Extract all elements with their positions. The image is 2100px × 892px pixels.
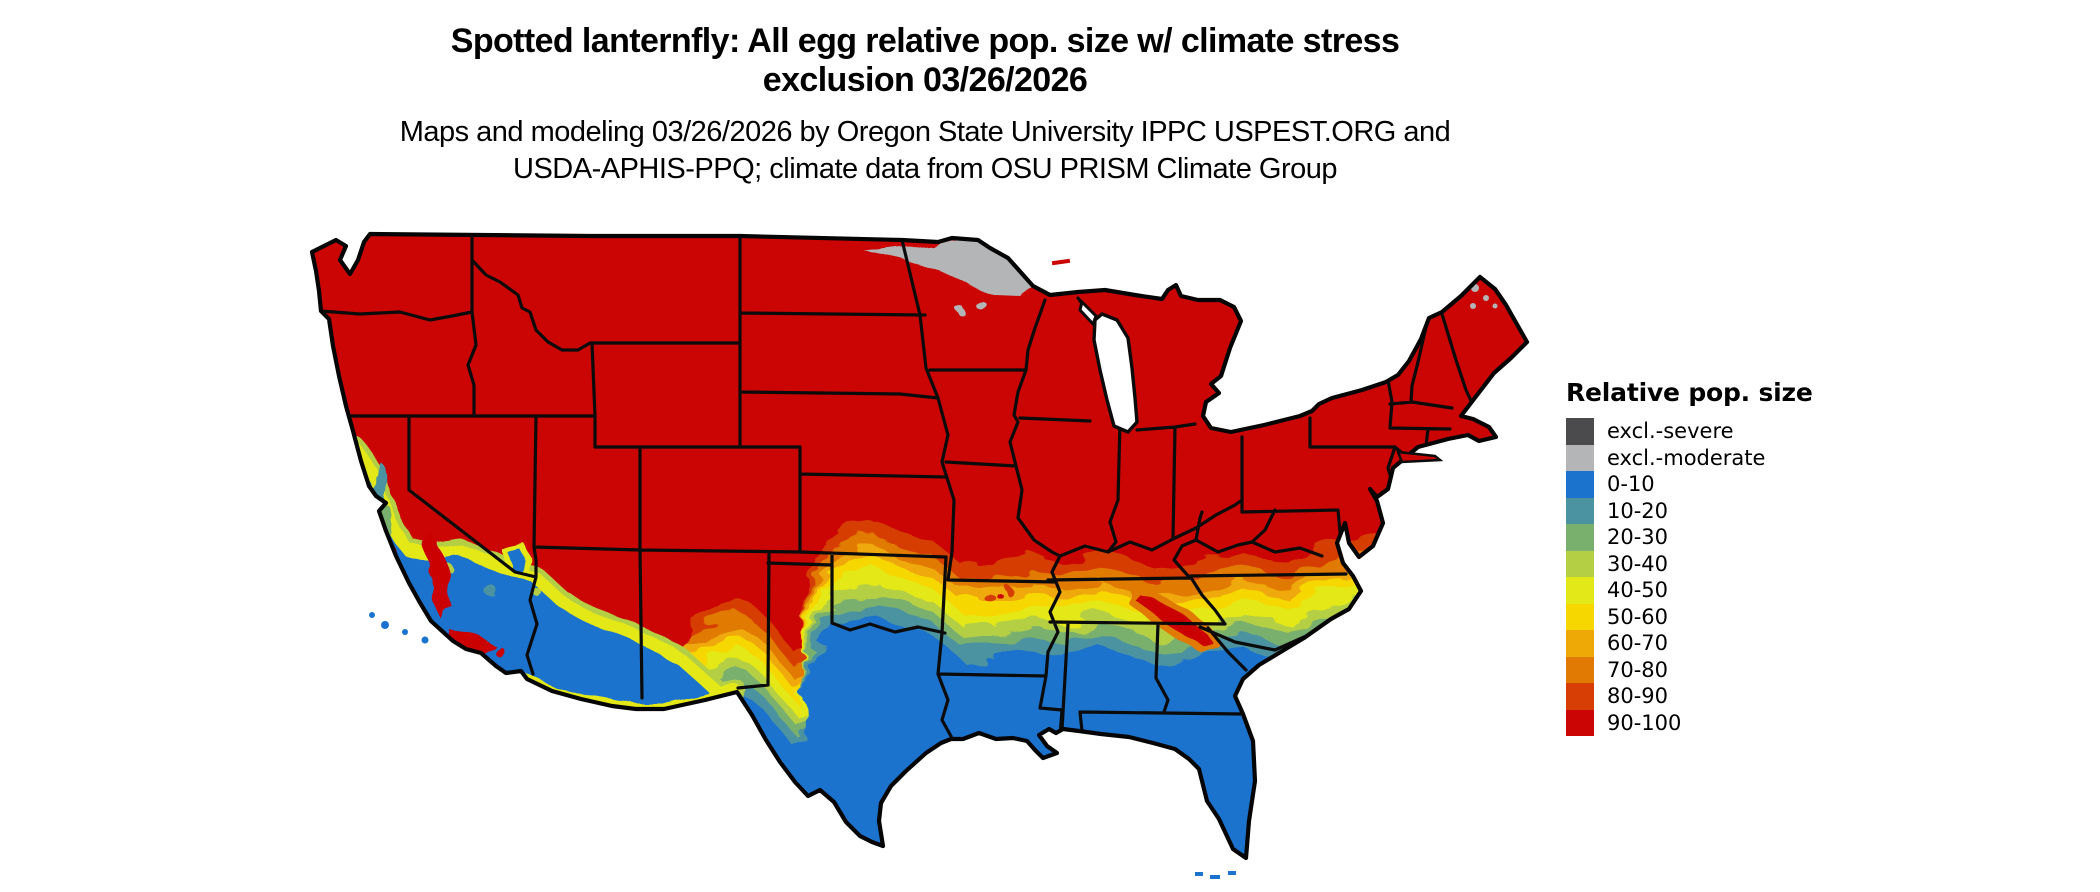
legend-items: excl.-severe excl.-moderate 0-10 10-20 20-30… (1566, 418, 1813, 736)
speckle (723, 756, 731, 764)
map-subtitle-line2: USDA-APHIS-PPQ; climate data from OSU PR… (513, 153, 1338, 185)
legend-item: 90-100 (1566, 709, 1813, 736)
transverse-ranges-red (448, 630, 495, 655)
gray-speck (956, 306, 964, 314)
socal-red-dot (495, 647, 505, 657)
legend-label: excl.-moderate (1607, 445, 1766, 470)
west-texas-speckles (706, 704, 746, 764)
legend-label: 60-70 (1607, 631, 1669, 656)
channel-island (421, 636, 429, 644)
foothill-green-dot2 (536, 591, 544, 599)
legend-label: 90-100 (1607, 710, 1682, 735)
gray-speck (975, 299, 985, 309)
legend-label: 20-30 (1607, 525, 1669, 550)
legend-swatch-excl.-severe (1566, 418, 1594, 445)
legend-label: 10-20 (1607, 498, 1669, 523)
legend-item: 60-70 (1566, 630, 1813, 657)
header: Spotted lanternfly: All egg relative pop… (250, 22, 1600, 188)
long-island (1396, 450, 1444, 464)
legend-swatch-90-100 (1566, 709, 1594, 736)
map-container (290, 200, 1600, 892)
lake-michigan (1092, 312, 1139, 434)
channel-island (369, 612, 375, 618)
us-map (290, 200, 1600, 879)
legend-label: 30-40 (1607, 551, 1669, 576)
gray-speck (1470, 303, 1476, 309)
legend-swatch-excl.-moderate (1566, 444, 1594, 471)
map-subtitle-line1: Maps and modeling 03/26/2026 by Oregon S… (399, 116, 1451, 148)
legend-item: excl.-severe (1566, 418, 1813, 445)
legend-label: 0-10 (1607, 472, 1655, 497)
florida-keys (1195, 872, 1203, 876)
legend-label: 40-50 (1607, 578, 1669, 603)
channel-island (402, 629, 408, 635)
minnesota-gray (865, 239, 1033, 296)
speckle (738, 726, 746, 734)
speckle (995, 591, 1001, 597)
legend-item: 10-20 (1566, 497, 1813, 524)
legend-item: 80-90 (1566, 683, 1813, 710)
gray-speck (1483, 295, 1489, 301)
green-bay (1078, 299, 1098, 327)
offshore-features (369, 258, 1444, 879)
legend-swatch-50-60 (1566, 603, 1594, 630)
legend-item: 20-30 (1566, 524, 1813, 551)
gray-speck (1492, 303, 1498, 309)
minnesota-exclusion-region (865, 239, 1033, 314)
legend: Relative pop. size excl.-severe excl.-mod… (1566, 378, 1813, 736)
legend-label: excl.-severe (1607, 419, 1734, 444)
legend-swatch-40-50 (1566, 577, 1594, 604)
legend-swatch-80-90 (1566, 683, 1594, 710)
legend-item: 0-10 (1566, 471, 1813, 498)
map-title-line2: exclusion 03/26/2026 (762, 61, 1088, 99)
speckle (985, 593, 995, 603)
appalachian-red-wedge (1128, 584, 1222, 652)
legend-title: Relative pop. size (1566, 378, 1813, 407)
map-title-line1: Spotted lanternfly: All egg relative pop… (450, 22, 1400, 60)
legend-label: 70-80 (1607, 657, 1669, 682)
legend-item: 40-50 (1566, 577, 1813, 604)
florida-keys (1228, 871, 1236, 875)
legend-item: 30-40 (1566, 550, 1813, 577)
channel-island (381, 621, 389, 629)
map-title: Spotted lanternfly: All egg relative pop… (250, 22, 1600, 100)
speckle (731, 737, 739, 753)
legend-label: 50-60 (1607, 604, 1669, 629)
mojave-teal-dot (484, 584, 496, 596)
legend-item: excl.-moderate (1566, 444, 1813, 471)
great-lakes (1078, 299, 1139, 434)
legend-swatch-0-10 (1566, 471, 1594, 498)
legend-swatch-10-20 (1566, 497, 1594, 524)
foothill-green-dot1 (445, 565, 455, 575)
sierra-red-ridge (423, 530, 450, 618)
legend-label: 80-90 (1607, 684, 1669, 709)
legend-swatch-60-70 (1566, 630, 1594, 657)
florida-keys (1210, 875, 1220, 879)
map-subtitle: Maps and modeling 03/26/2026 by Oregon S… (250, 114, 1600, 188)
legend-swatch-70-80 (1566, 656, 1594, 683)
isle-royale (1051, 258, 1071, 266)
legend-swatch-30-40 (1566, 550, 1594, 577)
legend-item: 70-80 (1566, 656, 1813, 683)
speckle (706, 704, 714, 712)
ozark-mottling (985, 586, 1012, 603)
legend-swatch-20-30 (1566, 524, 1594, 551)
legend-item: 50-60 (1566, 603, 1813, 630)
speckle (715, 711, 725, 729)
speckle (1004, 586, 1012, 594)
